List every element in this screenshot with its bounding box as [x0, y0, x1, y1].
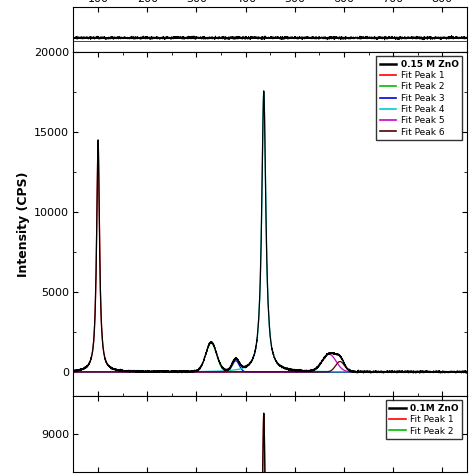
- Legend: 0.1M ZnO, Fit Peak 1, Fit Peak 2: 0.1M ZnO, Fit Peak 1, Fit Peak 2: [386, 401, 462, 439]
- Legend: 0.15 M ZnO, Fit Peak 1, Fit Peak 2, Fit Peak 3, Fit Peak 4, Fit Peak 5, Fit Peak: 0.15 M ZnO, Fit Peak 1, Fit Peak 2, Fit …: [376, 56, 462, 140]
- Y-axis label: Intensity (CPS): Intensity (CPS): [17, 171, 30, 277]
- X-axis label: Raman shift (cm⁻¹): Raman shift (cm⁻¹): [203, 416, 337, 428]
